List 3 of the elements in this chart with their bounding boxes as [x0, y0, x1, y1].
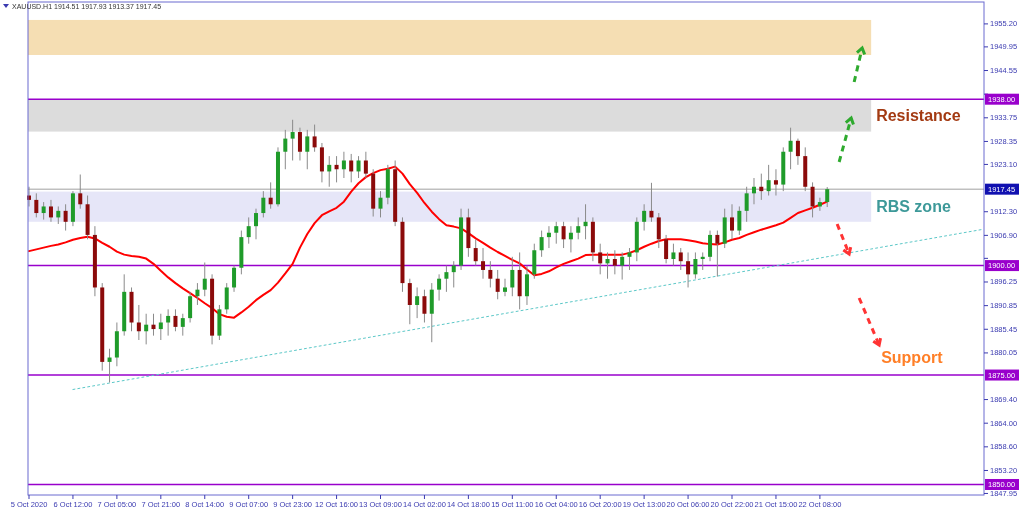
band-label: RBS zone: [876, 198, 951, 216]
band-label: Resistance: [876, 107, 961, 125]
annotation: Support: [881, 349, 944, 367]
